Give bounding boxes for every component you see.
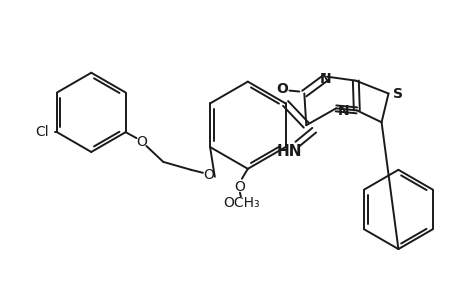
Text: N: N xyxy=(337,104,349,118)
Text: S: S xyxy=(392,86,403,100)
Text: N: N xyxy=(319,72,330,86)
Text: O: O xyxy=(276,82,288,96)
Text: HN: HN xyxy=(276,145,302,160)
Text: Cl: Cl xyxy=(35,125,49,139)
Text: O: O xyxy=(136,135,146,149)
Text: OCH₃: OCH₃ xyxy=(223,196,260,209)
Text: O: O xyxy=(203,168,214,182)
Text: O: O xyxy=(234,180,245,194)
